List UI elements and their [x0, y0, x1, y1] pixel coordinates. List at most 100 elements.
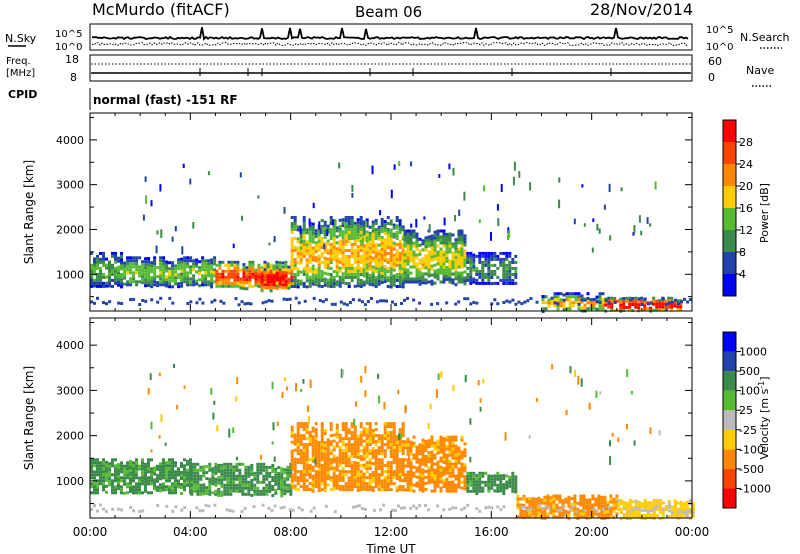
echo-cell	[541, 301, 545, 304]
ground-echo	[282, 297, 286, 301]
sparse-echo	[271, 441, 274, 445]
sparse-echo	[360, 375, 363, 383]
velocity-colorbar-label-close: ]	[758, 376, 771, 380]
echo-cell	[380, 488, 384, 492]
echo-cell	[448, 444, 452, 448]
echo-cell	[436, 235, 440, 239]
echo-cell	[418, 237, 422, 241]
echo-cell	[120, 476, 123, 480]
echo-cell	[199, 486, 203, 490]
echo-cell	[454, 253, 458, 257]
echo-cell	[652, 299, 656, 303]
ground-echo	[234, 297, 238, 301]
echo-cell	[380, 254, 384, 257]
echo-cell	[326, 251, 330, 255]
echo-cell	[260, 266, 264, 270]
echo-cell	[186, 459, 189, 463]
echo-cell	[296, 237, 300, 241]
echo-cell	[553, 304, 557, 308]
echo-cell	[401, 464, 405, 468]
echo-cell	[457, 250, 461, 254]
echo-cell	[487, 257, 491, 261]
echo-cell	[293, 448, 297, 452]
echo-cell	[305, 249, 309, 253]
echo-cell	[603, 495, 607, 499]
echo-cell	[436, 244, 440, 248]
echo-cell	[275, 275, 279, 279]
echo-cell	[302, 222, 306, 225]
echo-cell	[180, 477, 183, 480]
echo-cell	[344, 273, 348, 276]
echo-cell	[537, 505, 541, 509]
echo-cell	[436, 262, 440, 266]
echo-cell	[377, 485, 381, 489]
echo-cell	[153, 274, 157, 278]
echo-cell	[265, 474, 269, 478]
echo-cell	[283, 477, 287, 481]
echo-cell	[168, 479, 171, 483]
echo-cell	[210, 270, 214, 274]
echo-cell	[314, 422, 318, 426]
ground-echo	[360, 300, 364, 304]
echo-cell	[395, 456, 399, 460]
echo-cell	[386, 267, 390, 270]
echo-cell	[643, 304, 647, 308]
echo-cell	[263, 278, 267, 282]
echo-cell	[445, 259, 449, 263]
echo-cell	[323, 429, 327, 433]
echo-cell	[171, 264, 175, 268]
echo-cell	[215, 278, 219, 282]
echo-cell	[102, 464, 105, 468]
echo-cell	[552, 515, 556, 519]
echo-cell	[547, 298, 551, 302]
echo-cell	[214, 483, 218, 487]
echo-cell	[108, 471, 111, 475]
echo-cell	[412, 483, 416, 487]
echo-cell	[308, 458, 312, 461]
echo-cell	[481, 471, 485, 475]
echo-cell	[439, 441, 443, 445]
echo-cell	[174, 276, 178, 280]
echo-cell	[347, 455, 351, 459]
echo-cell	[353, 257, 357, 261]
echo-cell	[281, 274, 285, 278]
echo-cell	[347, 443, 351, 447]
echo-cell	[481, 269, 485, 273]
echo-cell	[365, 443, 369, 447]
echo-cell	[299, 458, 303, 462]
echo-cell	[195, 279, 199, 283]
echo-cell	[274, 473, 278, 477]
echo-cell	[484, 471, 488, 475]
echo-cell	[412, 244, 416, 248]
echo-cell	[323, 471, 327, 475]
echo-cell	[448, 471, 452, 475]
echo-cell	[383, 247, 387, 251]
echo-cell	[347, 428, 351, 432]
echo-cell	[389, 231, 393, 235]
echo-cell	[511, 267, 515, 270]
echo-cell	[153, 256, 157, 260]
echo-cell	[159, 462, 162, 466]
echo-cell	[463, 243, 467, 247]
echo-cell	[269, 280, 273, 284]
echo-cell	[262, 468, 266, 472]
echo-cell	[201, 259, 205, 263]
echo-cell	[302, 255, 306, 258]
echo-cell	[90, 284, 93, 288]
echo-cell	[427, 466, 431, 470]
echo-cell	[448, 486, 452, 490]
ground-echo	[348, 301, 352, 304]
sparse-echo	[212, 412, 215, 420]
echo-cell	[221, 272, 225, 276]
echo-cell	[274, 488, 278, 492]
echo-cell	[582, 497, 586, 501]
echo-cell	[195, 270, 199, 274]
echo-cell	[241, 483, 245, 487]
echo-cell	[248, 263, 252, 267]
echo-cell	[442, 244, 446, 248]
echo-cell	[317, 441, 321, 445]
echo-cell	[329, 282, 333, 285]
echo-cell	[207, 274, 211, 278]
echo-cell	[466, 477, 470, 481]
echo-cell	[341, 245, 345, 249]
